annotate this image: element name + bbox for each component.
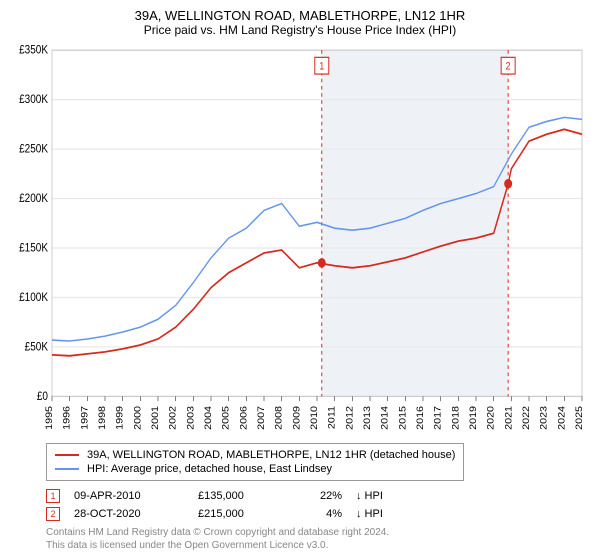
svg-text:£0: £0 [37,390,48,403]
svg-text:2009: 2009 [292,405,302,429]
svg-text:£250K: £250K [19,143,48,156]
svg-text:2022: 2022 [522,405,532,429]
sales-table: 1 09-APR-2010 £135,000 22% ↓ HPI 2 28-OCT-2020… [46,487,590,523]
svg-text:2017: 2017 [433,405,443,429]
legend-item-property: 39A, WELLINGTON ROAD, MABLETHORPE, LN12 … [55,448,455,462]
legend-swatch-hpi [55,468,79,470]
svg-text:2021: 2021 [504,405,514,429]
sale-badge: 2 [46,507,60,521]
svg-text:£50K: £50K [25,341,49,354]
sale-date: 09-APR-2010 [74,490,184,502]
svg-text:2014: 2014 [380,405,390,429]
line-chart: £0 £50K £100K £150K £200K £250K £300K £350K 1 2 19… [10,43,590,437]
svg-text:2012: 2012 [345,405,355,429]
svg-text:2020: 2020 [486,405,496,429]
svg-text:2005: 2005 [221,405,231,429]
svg-text:2011: 2011 [327,405,337,429]
sale-pct: 22% [292,490,342,502]
svg-text:2016: 2016 [416,405,426,429]
sale-price: £135,000 [198,490,278,502]
sale-badge: 1 [46,489,60,503]
svg-text:1999: 1999 [115,405,125,429]
svg-text:2018: 2018 [451,405,461,429]
svg-text:2007: 2007 [257,405,267,429]
svg-text:£350K: £350K [19,44,48,57]
license-text: Contains HM Land Registry data © Crown c… [46,527,590,552]
svg-text:2002: 2002 [168,405,178,429]
sale-date: 28-OCT-2020 [74,508,184,520]
sale-hpi: ↓ HPI [356,508,396,520]
svg-text:£100K: £100K [19,291,48,304]
svg-text:2010: 2010 [310,405,320,429]
svg-text:£300K: £300K [19,93,48,106]
svg-text:1998: 1998 [98,405,108,429]
svg-text:£150K: £150K [19,242,48,255]
svg-text:2024: 2024 [557,405,567,429]
svg-text:2004: 2004 [204,405,214,429]
sale-price: £215,000 [198,508,278,520]
chart-title: 39A, WELLINGTON ROAD, MABLETHORPE, LN12 … [10,8,590,23]
svg-text:2023: 2023 [539,405,549,429]
svg-text:2019: 2019 [469,405,479,429]
chart-subtitle: Price paid vs. HM Land Registry's House … [10,23,590,37]
svg-text:2015: 2015 [398,405,408,429]
svg-text:1: 1 [319,61,324,73]
sale-hpi: ↓ HPI [356,490,396,502]
sale-row: 1 09-APR-2010 £135,000 22% ↓ HPI [46,487,590,505]
svg-text:2: 2 [506,61,511,73]
svg-text:2025: 2025 [575,405,585,429]
legend-item-hpi: HPI: Average price, detached house, East… [55,462,455,476]
svg-text:2013: 2013 [363,405,373,429]
legend-label-hpi: HPI: Average price, detached house, East… [87,463,332,475]
sale-pct: 4% [292,508,342,520]
svg-text:1995: 1995 [45,405,55,429]
svg-text:2001: 2001 [151,405,161,429]
svg-text:2000: 2000 [133,405,143,429]
legend-swatch-property [55,454,79,456]
svg-text:2008: 2008 [274,405,284,429]
legend-label-property: 39A, WELLINGTON ROAD, MABLETHORPE, LN12 … [87,449,455,461]
svg-text:1996: 1996 [62,405,72,429]
legend: 39A, WELLINGTON ROAD, MABLETHORPE, LN12 … [46,443,464,481]
svg-text:2003: 2003 [186,405,196,429]
license-line2: This data is licensed under the Open Gov… [46,540,590,553]
svg-text:1997: 1997 [80,405,90,429]
svg-text:£200K: £200K [19,192,48,205]
sale-row: 2 28-OCT-2020 £215,000 4% ↓ HPI [46,505,590,523]
svg-text:2006: 2006 [239,405,249,429]
license-line1: Contains HM Land Registry data © Crown c… [46,527,590,540]
